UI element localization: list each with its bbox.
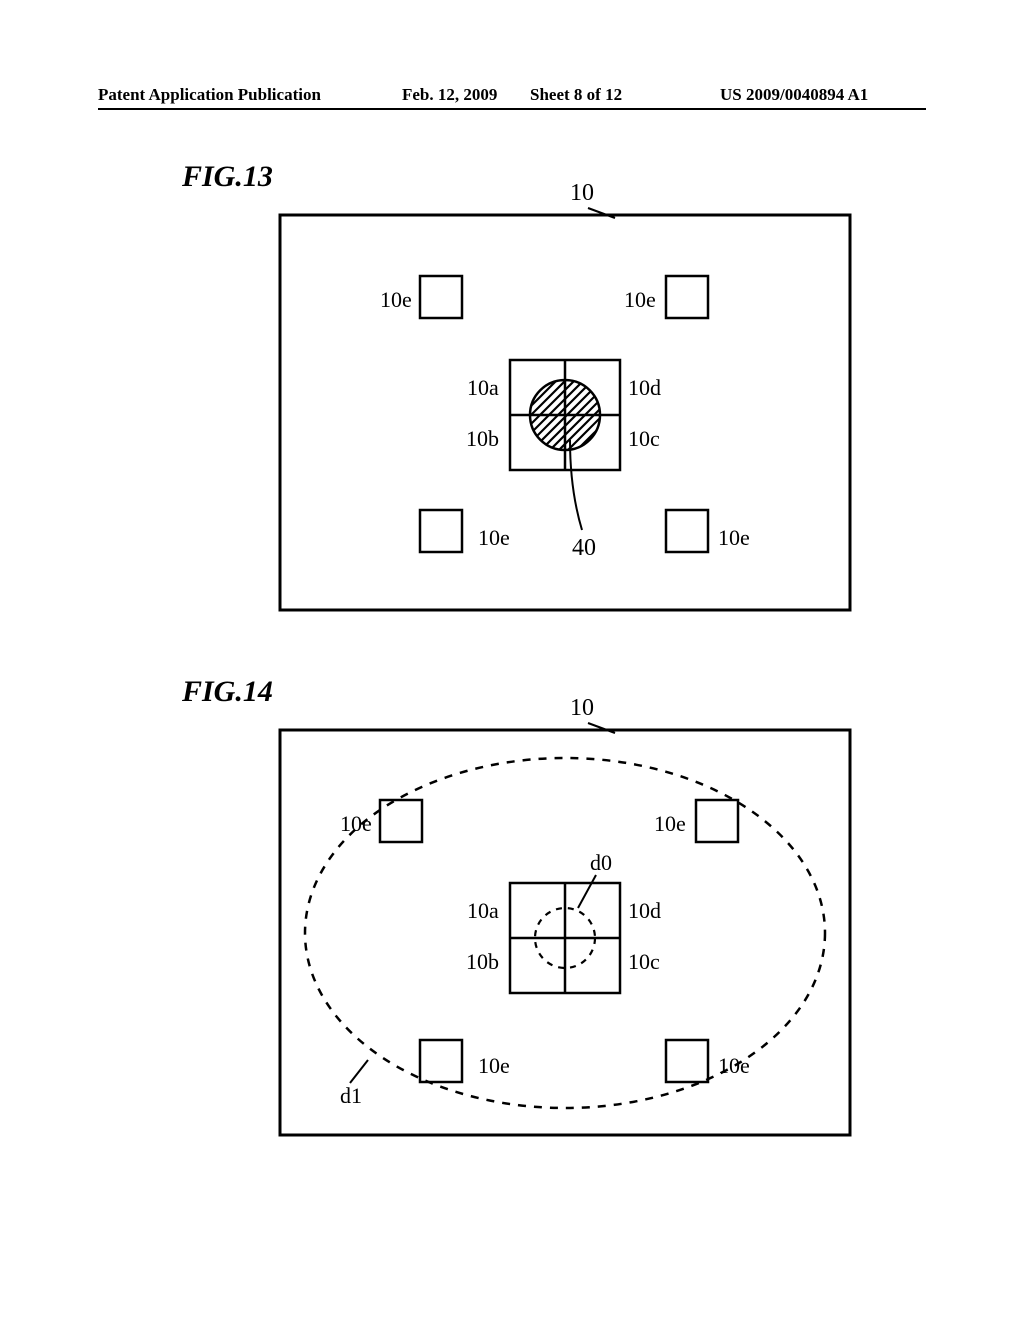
label: 10e bbox=[654, 811, 686, 836]
pub-number: US 2009/0040894 A1 bbox=[720, 85, 868, 105]
label: 10c bbox=[628, 949, 660, 974]
label: 10d bbox=[628, 898, 661, 923]
label: 10d bbox=[628, 375, 661, 400]
label: 10e bbox=[340, 811, 372, 836]
header-rule bbox=[98, 108, 926, 110]
pub-label: Patent Application Publication bbox=[98, 85, 321, 105]
fig14-diagram: 10 10e 10e d0 10a 10d 10b 10c 10e 10e d1 bbox=[220, 695, 900, 1165]
sheet-info: Sheet 8 of 12 bbox=[530, 85, 622, 105]
label: 10b bbox=[466, 426, 499, 451]
label: 10e bbox=[718, 525, 750, 550]
label: 10a bbox=[467, 375, 499, 400]
fig13-diagram: 10 10e 10e 10a 10d 10b 10c 10e 10e 40 bbox=[220, 180, 900, 630]
page: Patent Application Publication Feb. 12, … bbox=[0, 0, 1024, 1320]
pub-date: Feb. 12, 2009 bbox=[402, 85, 497, 105]
ref-10: 10 bbox=[570, 180, 594, 206]
label: 10e bbox=[380, 287, 412, 312]
ref-10: 10 bbox=[570, 695, 594, 721]
label: 10b bbox=[466, 949, 499, 974]
label: 10c bbox=[628, 426, 660, 451]
label: 10e bbox=[478, 1053, 510, 1078]
label: 10a bbox=[467, 898, 499, 923]
label: 10e bbox=[624, 287, 656, 312]
label: d1 bbox=[340, 1083, 362, 1108]
label: 10e bbox=[478, 525, 510, 550]
label: 40 bbox=[572, 535, 596, 561]
label: d0 bbox=[590, 850, 612, 875]
label: 10e bbox=[718, 1053, 750, 1078]
